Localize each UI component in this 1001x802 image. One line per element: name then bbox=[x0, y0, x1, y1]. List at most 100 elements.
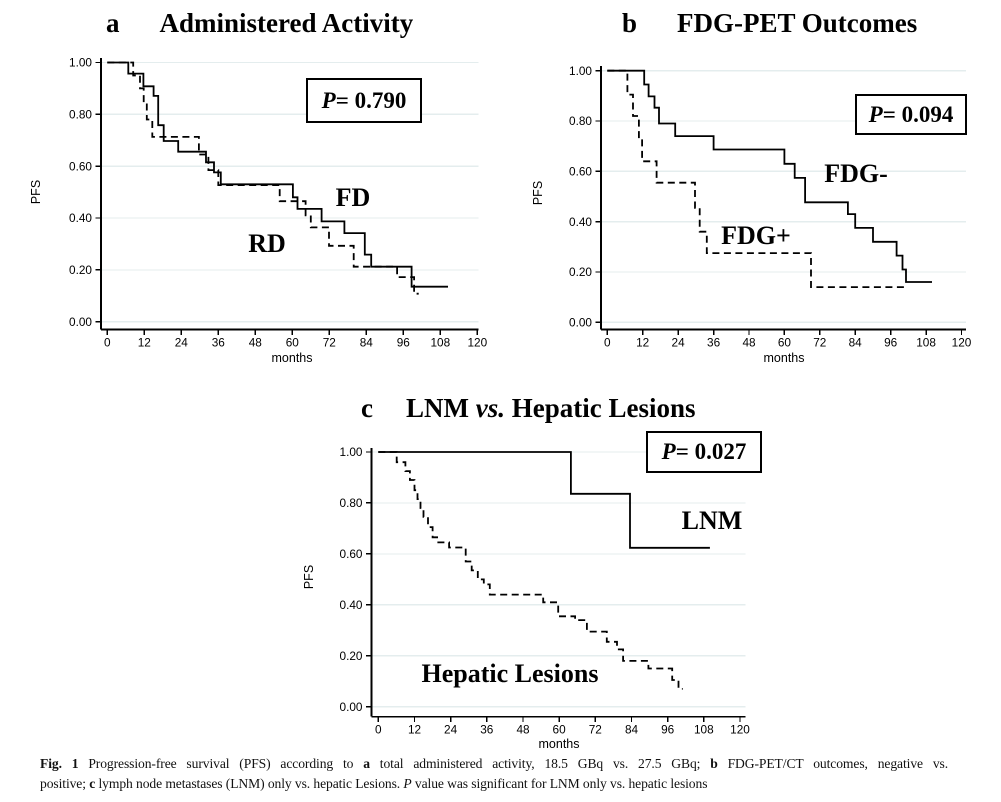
text-segment: value was significant for LNM only vs. h… bbox=[411, 776, 708, 791]
x-tick-label: 72 bbox=[813, 336, 826, 350]
y-tick-label: 0.60 bbox=[569, 165, 592, 179]
x-tick-label: 108 bbox=[430, 336, 450, 350]
x-tick-label: 24 bbox=[444, 723, 458, 737]
x-tick-label: 84 bbox=[849, 336, 863, 350]
x-tick-label: 0 bbox=[375, 723, 382, 737]
x-tick-label: 48 bbox=[516, 723, 530, 737]
x-tick-label: 84 bbox=[625, 723, 639, 737]
x-tick-label: 120 bbox=[467, 336, 487, 350]
x-tick-label: 36 bbox=[707, 336, 721, 350]
text-segment: c bbox=[89, 776, 96, 791]
y-tick-label: 0.20 bbox=[340, 649, 363, 663]
text-segment: = 0.027 bbox=[675, 439, 747, 464]
text-segment: a bbox=[363, 756, 370, 771]
x-tick-label: 84 bbox=[360, 336, 374, 350]
text-segment: Fig. 1 bbox=[40, 756, 79, 771]
y-tick-label: 0.40 bbox=[69, 211, 92, 225]
panel-b-title: FDG-PET Outcomes bbox=[677, 8, 917, 38]
x-tick-label: 0 bbox=[104, 336, 111, 350]
panel-a-header: a Administered Activity bbox=[106, 8, 413, 38]
x-tick-label: 72 bbox=[323, 336, 336, 350]
curve-label-lnm: LNM bbox=[681, 506, 743, 535]
x-tick-label: 108 bbox=[694, 723, 714, 737]
panel-c-pvalue-box: P= 0.027 bbox=[646, 431, 762, 473]
x-tick-label: 60 bbox=[553, 723, 567, 737]
y-tick-label: 1.00 bbox=[569, 64, 592, 78]
text-segment: lymph node metastases (LNM) only vs. hep… bbox=[95, 776, 404, 791]
km-curve-LNM bbox=[378, 451, 710, 549]
x-tick-label: 0 bbox=[604, 336, 611, 350]
text-segment: P bbox=[661, 439, 676, 464]
y-tick-label: 0.80 bbox=[340, 496, 363, 510]
panel-b-xlabel: months bbox=[763, 351, 805, 365]
x-tick-label: 60 bbox=[286, 336, 300, 350]
text-segment: FDG-PET Outcomes bbox=[677, 8, 918, 38]
text-segment: Hepatic Lesions bbox=[504, 393, 696, 423]
caption-line-1: Fig. 1 Progression-free survival (PFS) a… bbox=[40, 754, 948, 774]
y-tick-label: 0.60 bbox=[69, 159, 92, 173]
x-tick-label: 108 bbox=[916, 336, 936, 350]
panel-c-header: c LNM vs. Hepatic Lesions bbox=[361, 393, 696, 423]
panel-b-ylabel: PFS bbox=[531, 180, 545, 206]
panel-a-title: Administered Activity bbox=[160, 8, 414, 38]
panel-a-xlabel: months bbox=[271, 351, 313, 365]
y-tick-label: 0.00 bbox=[569, 316, 592, 330]
x-tick-label: 12 bbox=[138, 336, 151, 350]
panel-b-pvalue: P= 0.094 bbox=[869, 102, 954, 128]
text-segment: P bbox=[403, 776, 412, 791]
x-tick-label: 48 bbox=[249, 336, 263, 350]
text-segment: LNM bbox=[405, 393, 476, 423]
panel-a-pvalue-box: P= 0.790 bbox=[306, 78, 422, 123]
curve-label-rd: RD bbox=[248, 229, 286, 258]
y-tick-label: 0.40 bbox=[569, 215, 592, 229]
x-tick-label: 36 bbox=[212, 336, 226, 350]
panel-a-ylabel: PFS bbox=[29, 179, 43, 205]
y-tick-label: 1.00 bbox=[69, 56, 92, 70]
km-curve-FD bbox=[107, 61, 448, 288]
text-segment: = 0.790 bbox=[335, 87, 407, 113]
panel-a-pvalue: P= 0.790 bbox=[322, 88, 407, 114]
panel-c-plot: 0.00 0.20 0.40 0.60 0.80 1.00 0 12 24 36 48 60 72 84 9… bbox=[340, 445, 751, 737]
text-segment: FDG-PET/CT outcomes, negative vs. bbox=[717, 756, 949, 771]
curve-label-fd: FD bbox=[335, 183, 371, 212]
text-segment: Administered Activity bbox=[159, 8, 414, 38]
panel-c-ylabel: PFS bbox=[302, 564, 316, 590]
text-segment: vs. bbox=[475, 393, 505, 423]
km-curve-Hepatic Lesions bbox=[378, 451, 683, 690]
panel-a-letter: a bbox=[106, 8, 120, 38]
curve-label-fdg-pos: FDG+ bbox=[721, 221, 791, 250]
panel-b-header: b FDG-PET Outcomes bbox=[622, 8, 917, 38]
y-tick-label: 0.20 bbox=[569, 265, 592, 279]
curve-label-hepatic: Hepatic Lesions bbox=[421, 659, 599, 688]
y-tick-label: 0.80 bbox=[569, 114, 592, 128]
panel-a-plot: 0.00 0.20 0.40 0.60 0.80 1.00 0 12 24 36 48 60 72 84 9… bbox=[69, 56, 488, 350]
panel-c-letter: c bbox=[361, 393, 373, 423]
x-tick-label: 120 bbox=[730, 723, 750, 737]
y-tick-label: 1.00 bbox=[340, 445, 363, 459]
x-tick-label: 24 bbox=[175, 336, 189, 350]
x-tick-label: 24 bbox=[672, 336, 686, 350]
x-tick-label: 12 bbox=[636, 336, 649, 350]
panel-c-xlabel: months bbox=[538, 737, 580, 751]
km-curve-FDG+ bbox=[607, 69, 905, 288]
x-tick-label: 96 bbox=[661, 723, 675, 737]
panel-c-title: LNM vs. Hepatic Lesions bbox=[406, 393, 696, 423]
curve-label-fdg-neg: FDG- bbox=[824, 159, 888, 188]
text-segment: = 0.094 bbox=[882, 101, 954, 127]
x-tick-label: 36 bbox=[480, 723, 494, 737]
y-tick-label: 0.00 bbox=[69, 315, 92, 329]
y-tick-label: 0.60 bbox=[340, 547, 363, 561]
x-tick-label: 120 bbox=[952, 336, 972, 350]
text-segment: P bbox=[321, 87, 336, 113]
y-tick-label: 0.40 bbox=[340, 598, 363, 612]
panel-b-letter: b bbox=[622, 8, 638, 38]
x-tick-label: 48 bbox=[742, 336, 756, 350]
km-curve-FDG- bbox=[607, 69, 932, 283]
x-tick-label: 96 bbox=[397, 336, 411, 350]
text-segment: positive; bbox=[40, 776, 90, 791]
x-tick-label: 72 bbox=[589, 723, 602, 737]
y-tick-label: 0.80 bbox=[69, 108, 92, 122]
x-tick-label: 60 bbox=[778, 336, 792, 350]
